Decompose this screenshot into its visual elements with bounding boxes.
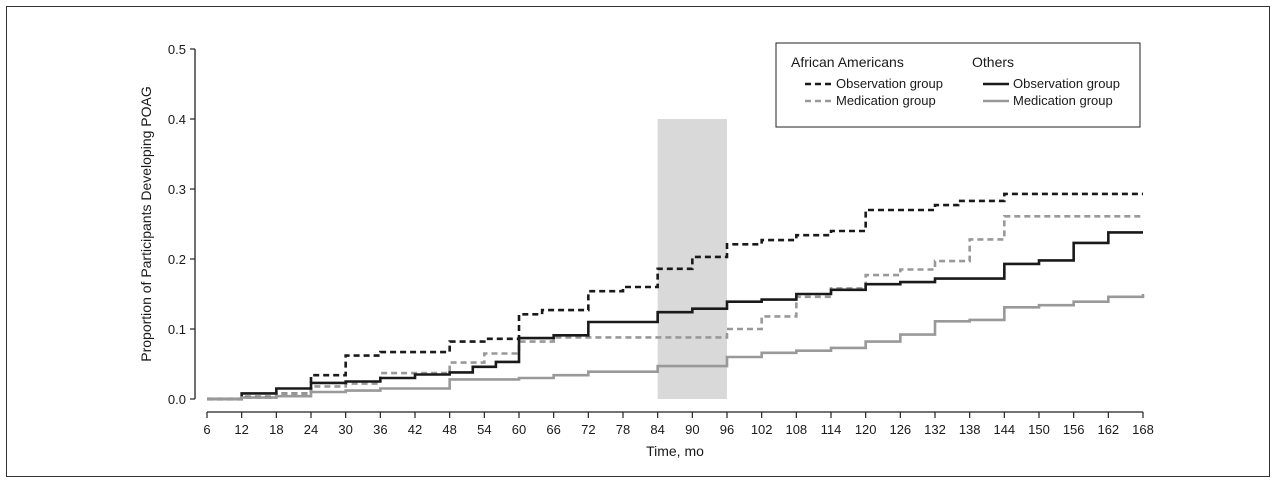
x-tick-label: 144: [993, 422, 1015, 437]
x-tick-label: 42: [408, 422, 422, 437]
y-tick-label: 0.4: [168, 112, 186, 127]
x-tick-label: 120: [855, 422, 877, 437]
x-tick-label: 84: [650, 422, 664, 437]
x-tick-label: 6: [203, 422, 210, 437]
series-layer: [207, 192, 1145, 401]
y-tick-label: 0.3: [168, 182, 186, 197]
x-tick-label: 156: [1063, 422, 1085, 437]
y-tick-label: 0.2: [168, 252, 186, 267]
x-tick-label: 114: [821, 422, 842, 437]
x-tick-label: 162: [1097, 422, 1119, 437]
x-axis-label: Time, mo: [646, 443, 704, 459]
legend-group-header: African Americans: [791, 54, 904, 70]
x-tick-label: 54: [477, 422, 491, 437]
x-tick-label: 30: [338, 422, 352, 437]
x-tick-label: 60: [512, 422, 526, 437]
series-line-african-americans-observation: [207, 192, 1143, 401]
legend-box: [775, 42, 1141, 128]
series-line-others-observation: [207, 231, 1143, 401]
x-tick-label: 132: [924, 422, 946, 437]
y-axis-label: Proportion of Participants Developing PO…: [138, 86, 154, 361]
legend-entry-label: Medication group: [836, 93, 936, 108]
x-tick-label: 18: [269, 422, 283, 437]
series-line-others-medication: [207, 294, 1145, 401]
x-tick-label: 168: [1132, 422, 1154, 437]
x-tick-label: 90: [685, 422, 699, 437]
legend-group-header: Others: [972, 54, 1014, 70]
x-tick-label: 66: [546, 422, 560, 437]
y-tick-label: 0.0: [168, 392, 186, 407]
x-tick-label: 126: [889, 422, 911, 437]
x-tick-label: 138: [959, 422, 981, 437]
x-tick-label: 72: [581, 422, 595, 437]
x-tick-label: 150: [1028, 422, 1050, 437]
legend-entry-label: Observation group: [1013, 76, 1120, 91]
figure-frame: [6, 6, 1270, 477]
y-tick-label: 0.5: [168, 42, 186, 57]
legend-entry-label: Observation group: [836, 76, 943, 91]
x-tick-label: 108: [785, 422, 807, 437]
series-line-african-americans-medication: [207, 215, 1143, 401]
x-tick-label: 96: [720, 422, 734, 437]
legend: African Americans Observation group Medica…: [775, 42, 1141, 128]
axes: 0.0 0.1 0.2 0.3 0.4 0.5 6 12 18 24 30 36 42 48 54 60 66 7…: [168, 42, 1154, 437]
x-tick-label: 12: [234, 422, 248, 437]
legend-entry-label: Medication group: [1013, 93, 1113, 108]
x-tick-label: 78: [616, 422, 630, 437]
x-tick-label: 24: [304, 422, 318, 437]
x-tick-label: 36: [373, 422, 387, 437]
y-tick-label: 0.1: [168, 322, 186, 337]
x-tick-label: 102: [751, 422, 773, 437]
x-tick-label: 48: [442, 422, 456, 437]
